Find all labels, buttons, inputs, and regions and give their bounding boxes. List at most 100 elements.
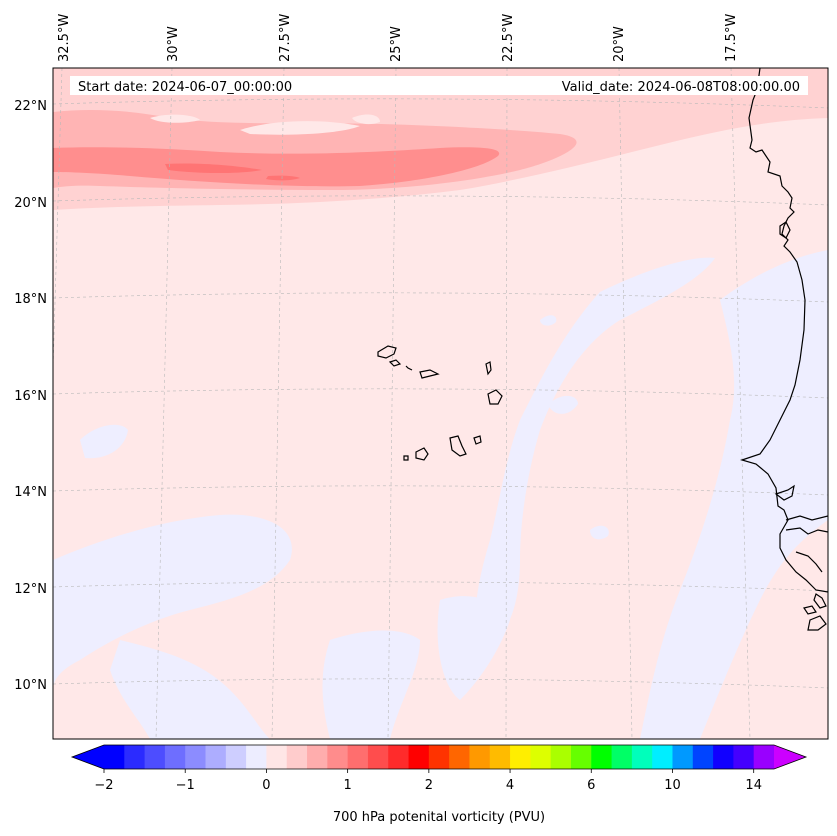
lon-label: 20°W (612, 26, 627, 62)
lon-label: 17.5°W (724, 14, 739, 62)
colorbar-cell (388, 745, 410, 769)
colorbar-cell (591, 745, 613, 769)
colorbar-cell (713, 745, 734, 769)
lat-label: 12°N (14, 582, 47, 597)
colorbar-cell (205, 745, 227, 769)
map-frame (52, 67, 829, 740)
colorbar-cell (753, 745, 775, 769)
pv-band-light-patch-3 (150, 114, 200, 123)
gridline-lon-27.5 (271, 68, 285, 739)
island-sao-nicolau (419, 369, 440, 379)
colorbar-cell (652, 745, 674, 769)
colorbar-cell (570, 745, 592, 769)
colorbar-cell (185, 745, 207, 769)
gridline-lat-20 (53, 195, 828, 206)
africa-coastline (739, 68, 828, 593)
island-sal (485, 361, 492, 376)
lat-label: 22°N (14, 99, 47, 114)
gridline-lon-22.5 (505, 68, 508, 739)
gridline-lat-16 (53, 388, 828, 399)
colorbar-tick-label: 1 (343, 778, 351, 793)
coastlines (377, 68, 828, 631)
colorbar-cell (124, 745, 146, 769)
neg-pv-patch-southmid (437, 596, 510, 700)
colorbar-cells (104, 745, 775, 769)
colorbar-cell (225, 745, 247, 769)
colorbar-over-arrow (774, 745, 806, 769)
colorbar-tick-label: −2 (94, 778, 113, 793)
pv-band-core (165, 163, 262, 173)
gridline-lat-12 (53, 581, 828, 592)
colorbar-tick-label: 6 (587, 778, 595, 793)
island-sao-vicente (388, 359, 402, 367)
coast-detail-6 (807, 615, 827, 631)
colorbar-cell (489, 745, 511, 769)
island-santiago (449, 435, 467, 457)
gridline-lon-17.5 (730, 68, 751, 739)
colorbar-cell (307, 745, 328, 769)
island-boa-vista (487, 389, 503, 405)
island-brava (403, 455, 409, 461)
island-maio (473, 435, 482, 445)
colorbar: −2 −1 0 1 2 4 6 10 14 700 hPa potenital vorticit… (70, 744, 808, 825)
colorbar-cell (692, 745, 714, 769)
island-santo-antao (377, 345, 397, 359)
gridline-lat-18 (53, 292, 828, 303)
coast-detail-3 (785, 527, 828, 535)
colorbar-cell (428, 745, 450, 769)
lat-labels: 22°N 20°N 18°N 16°N 14°N 12°N 10°N (14, 99, 47, 693)
coast-detail-8 (779, 221, 791, 239)
colorbar-cell (469, 745, 491, 769)
neg-pv-patch-small-3 (70, 603, 85, 614)
colorbar-cell (286, 745, 308, 769)
start-date-label: Start date: 2024-06-07_00:00:00 (78, 80, 292, 95)
coast-detail-5 (803, 605, 817, 615)
gridline-lat-14 (53, 485, 828, 496)
coast-detail-4 (795, 551, 823, 573)
colorbar-tick-label: −1 (176, 778, 195, 793)
lat-label: 10°N (14, 678, 47, 693)
coast-detail-1 (774, 484, 795, 501)
gridline-lat-10 (53, 678, 828, 689)
colorbar-cell (631, 745, 653, 769)
colorbar-cell (104, 745, 125, 769)
colorbar-tick-label: 0 (262, 778, 270, 793)
map-panel: Start date: 2024-06-07_00:00:00 Valid_da… (52, 67, 829, 740)
pv-band-light-patch-1 (240, 121, 360, 135)
neg-pv-patch-south (110, 640, 270, 739)
neg-pv-patch-small-1 (540, 315, 557, 326)
colorbar-cell (733, 745, 755, 769)
colorbar-cell (367, 745, 389, 769)
graticule (53, 68, 828, 739)
lon-label: 22.5°W (501, 14, 516, 62)
lon-label: 25°W (389, 26, 404, 62)
pv-band-light-patch-2 (352, 114, 380, 125)
neg-pv-patch-southcentral (322, 630, 420, 739)
lon-label: 30°W (166, 26, 181, 62)
colorbar-cell (327, 745, 349, 769)
colorbar-cell (408, 745, 430, 769)
colorbar-cell (672, 745, 694, 769)
neg-pv-patch-west (80, 424, 128, 459)
colorbar-label: 700 hPa potenital vorticity (PVU) (333, 810, 545, 825)
colorbar-cell (510, 745, 531, 769)
gridline-lon-25 (387, 68, 397, 739)
colorbar-under-arrow (72, 745, 104, 769)
colorbar-cell (449, 745, 471, 769)
header-box (70, 76, 808, 95)
gridline-lon-30 (155, 68, 173, 739)
colorbar-cell (347, 745, 369, 769)
neg-pv-patch-small-4 (590, 525, 609, 540)
pv-band-core-2 (266, 175, 300, 181)
colorbar-cell (266, 745, 288, 769)
lat-label: 18°N (14, 292, 47, 307)
lon-label: 32.5°W (57, 14, 72, 62)
island-fogo (415, 447, 429, 461)
colorbar-cell (611, 745, 633, 769)
lat-label: 14°N (14, 485, 47, 500)
colorbar-tick-label: 2 (425, 778, 433, 793)
colorbar-cell (164, 745, 186, 769)
colorbar-cell (550, 745, 572, 769)
lon-label: 27.5°W (278, 14, 293, 62)
